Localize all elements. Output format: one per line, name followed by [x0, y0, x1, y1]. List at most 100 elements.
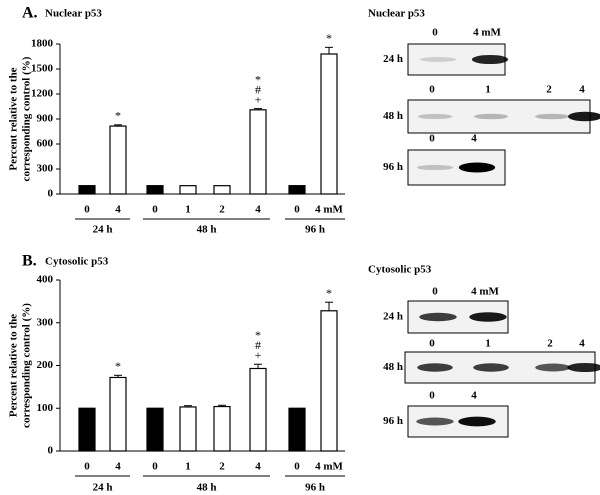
bar: [146, 185, 164, 195]
blot-band: [458, 162, 496, 173]
blot-band: [417, 363, 453, 372]
bar: [179, 185, 197, 195]
significance-marker: #: [255, 82, 261, 96]
blot-lane-label: 2: [546, 84, 552, 96]
group-label: 96 h: [305, 224, 325, 236]
blot-lane-label: 0: [432, 286, 438, 298]
significance-marker: *: [326, 286, 332, 300]
significance-marker: +: [255, 348, 262, 362]
x-tick-label: 0: [84, 461, 90, 473]
blot-row-label: 48 h: [383, 361, 403, 373]
bar: [249, 367, 267, 452]
bar: [320, 310, 338, 452]
blot-lane-label: 4: [579, 84, 585, 96]
x-tick-label: 4: [255, 204, 261, 216]
significance-marker: *: [326, 31, 332, 45]
x-tick-label: 4 mM: [315, 204, 343, 216]
y-tick-label: 600: [37, 138, 54, 150]
blot-lane-label: 4: [579, 338, 585, 350]
y-tick-label: 200: [37, 359, 54, 371]
y-tick-label: 1800: [31, 38, 54, 50]
x-tick-label: 0: [152, 204, 158, 216]
blot-band: [416, 164, 454, 171]
blot-band: [417, 113, 453, 120]
blot-lane-label: 4: [471, 133, 477, 145]
group-label: 48 h: [197, 224, 217, 236]
y-tick-label: 300: [37, 316, 54, 328]
significance-marker: +: [255, 92, 262, 106]
x-tick-label: 0: [294, 204, 300, 216]
blot-band: [473, 363, 509, 372]
bar: [78, 407, 96, 452]
blot-lane-label: 0: [429, 84, 435, 96]
y-tick-label: 100: [37, 402, 54, 414]
group-label: 24 h: [93, 224, 113, 236]
x-tick-label: 0: [84, 204, 90, 216]
x-tick-label: 2: [219, 461, 225, 473]
panel-label: A.: [22, 5, 38, 22]
blot-lane-label: 2: [547, 338, 553, 350]
blot-lane-label: 0: [429, 390, 435, 402]
group-label: 24 h: [93, 482, 113, 494]
y-tick-label: 300: [37, 163, 54, 175]
blot-band: [469, 312, 507, 322]
blot-band: [471, 54, 509, 65]
y-tick-label: 400: [37, 274, 54, 286]
group-label: 96 h: [305, 482, 325, 494]
y-tick-label: 1200: [31, 88, 54, 100]
blot-band: [535, 363, 571, 372]
blot-lane-label: 4 mM: [473, 27, 501, 39]
blot-row-label: 96 h: [383, 415, 403, 427]
blot-band: [567, 111, 600, 122]
panel-label: B.: [22, 253, 37, 270]
blot-band: [534, 113, 570, 120]
bar: [146, 407, 164, 452]
blot-row-label: 24 h: [383, 311, 403, 323]
blot-lane-label: 1: [485, 338, 491, 350]
x-tick-label: 4 mM: [315, 461, 343, 473]
blot-lane-label: 0: [432, 27, 438, 39]
bar: [213, 185, 231, 195]
y-axis-label: corresponding control (%): [21, 303, 33, 428]
y-axis-label: Percent relative to the: [8, 67, 20, 170]
significance-marker: *: [255, 328, 261, 342]
bar: [179, 406, 197, 452]
x-tick-label: 0: [152, 461, 158, 473]
blot-title: Nuclear p53: [368, 8, 425, 20]
significance-marker: #: [255, 338, 261, 352]
group-label: 48 h: [197, 482, 217, 494]
significance-marker: *: [115, 359, 121, 373]
blot-title: Cytosolic p53: [368, 264, 432, 276]
x-tick-label: 1: [185, 204, 191, 216]
y-tick-label: 0: [48, 445, 54, 457]
y-tick-label: 900: [37, 113, 54, 125]
y-tick-label: 1500: [31, 63, 54, 75]
blot-lane-label: 0: [429, 338, 435, 350]
bar: [320, 53, 338, 195]
blot-lane-label: 4 mM: [471, 286, 499, 298]
chart-title: Cytosolic p53: [45, 256, 109, 268]
y-axis-label: Percent relative to the: [8, 314, 20, 417]
x-tick-label: 4: [115, 204, 121, 216]
blot-band: [419, 57, 457, 62]
x-tick-label: 1: [185, 461, 191, 473]
blot-frame: [407, 99, 591, 134]
bar: [109, 376, 127, 452]
blot-lane-label: 1: [485, 84, 491, 96]
blot-row-label: 96 h: [383, 161, 403, 173]
blot-lane-label: 4: [471, 390, 477, 402]
blot-band: [419, 312, 457, 322]
y-tick-label: 0: [48, 188, 54, 200]
bar: [78, 185, 96, 195]
y-axis-label: corresponding control (%): [21, 56, 33, 181]
x-tick-label: 4: [255, 461, 261, 473]
blot-band: [416, 417, 454, 426]
x-tick-label: 0: [294, 461, 300, 473]
blot-band: [473, 113, 509, 120]
bar: [213, 405, 231, 452]
blot-row-label: 24 h: [383, 53, 403, 65]
significance-marker: *: [115, 109, 121, 123]
bar: [288, 407, 306, 452]
blot-band: [567, 362, 600, 373]
